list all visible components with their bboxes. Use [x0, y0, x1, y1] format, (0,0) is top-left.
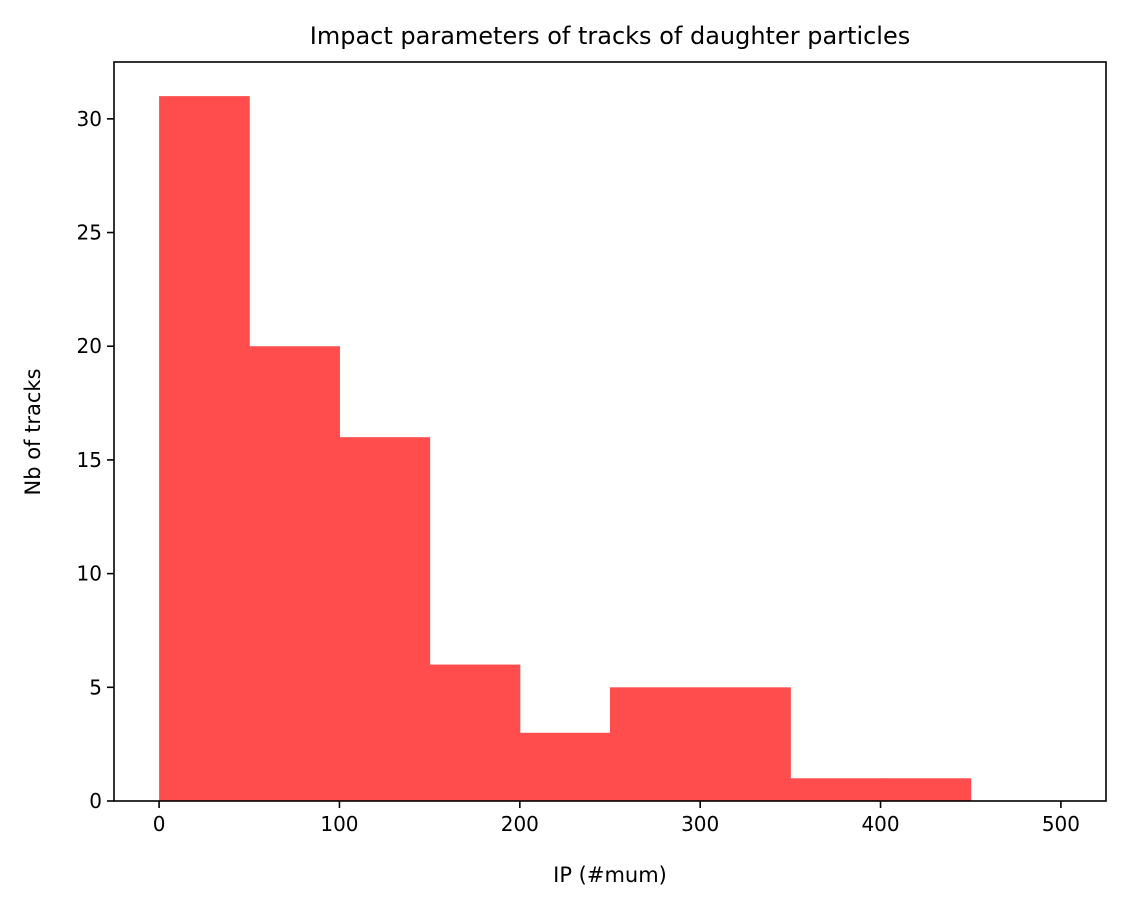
- y-tick-label: 5: [89, 675, 102, 699]
- y-tick-label: 25: [77, 221, 102, 245]
- plot-frame: [113, 61, 1107, 802]
- histogram-bar: [429, 664, 521, 801]
- histogram-bar: [249, 346, 340, 801]
- histogram-bar: [610, 687, 701, 801]
- bars-layer: [159, 96, 972, 802]
- y-tick-label: 15: [77, 448, 102, 472]
- histogram-bar: [790, 778, 882, 801]
- histogram-bar: [339, 437, 431, 801]
- y-tick-label: 10: [77, 562, 102, 586]
- y-axis-label: Nb of tracks: [21, 368, 45, 495]
- histogram-bar: [700, 687, 791, 801]
- x-tick-label: 400: [861, 812, 899, 836]
- x-tick-label: 100: [320, 812, 358, 836]
- x-axis-label: IP (#mum): [553, 863, 667, 887]
- y-tick-label: 0: [89, 789, 102, 813]
- y-tick-label: 20: [77, 334, 102, 358]
- histogram-bar: [519, 732, 611, 801]
- y-axis-ticks: 0 5 10 15 20 25 30: [77, 107, 114, 813]
- chart-title: Impact parameters of tracks of daughter …: [310, 22, 911, 50]
- x-tick-label: 300: [681, 812, 719, 836]
- x-tick-label: 0: [153, 812, 166, 836]
- histogram-bar: [880, 778, 972, 801]
- y-tick-label: 30: [77, 107, 102, 131]
- x-tick-label: 200: [501, 812, 539, 836]
- x-tick-label: 500: [1042, 812, 1080, 836]
- histogram-bar: [159, 96, 250, 802]
- x-axis-ticks: 0 100 200 300 400 500: [153, 801, 1080, 836]
